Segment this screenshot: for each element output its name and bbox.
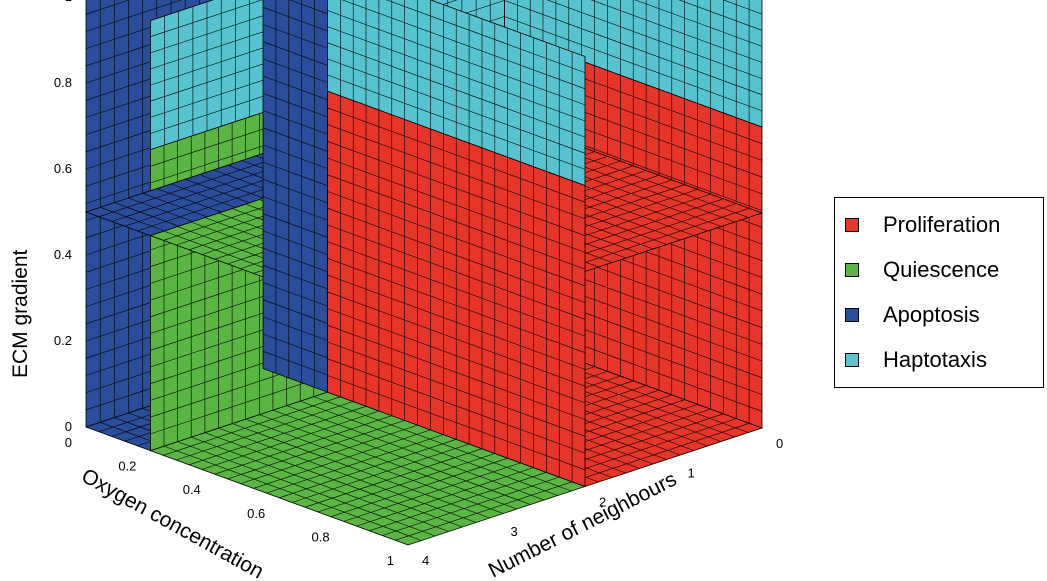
y-tick-label: 3 xyxy=(511,524,518,539)
z-tick-label: 0 xyxy=(65,419,72,434)
y-tick-label: 4 xyxy=(422,553,429,568)
z-tick-label: 0.8 xyxy=(54,75,72,90)
legend-label-apoptosis: Apoptosis xyxy=(883,302,980,327)
x-tick-label: 1 xyxy=(387,553,394,568)
legend-label-quiescence: Quiescence xyxy=(883,257,1000,282)
slice-n-haptotaxis-grid xyxy=(327,0,586,181)
x-tick-label: 0.6 xyxy=(247,506,265,521)
floor-quiescence-grid xyxy=(163,396,573,541)
wall-right-haptotaxis-grid xyxy=(504,0,763,123)
legend-item-apoptosis: Apoptosis xyxy=(845,300,980,330)
z-axis-label: ECM gradient xyxy=(9,249,32,378)
tick-labels: 0 0.2 0.4 0.6 0.8 1 0 0.2 0.4 0.6 0.8 1 0 1 2 3 4 xyxy=(54,0,783,568)
legend-swatch-quiescence xyxy=(845,263,859,277)
legend-item-haptotaxis: Haptotaxis xyxy=(845,345,987,375)
z-tick-label: 1 xyxy=(65,0,72,4)
legend-label-haptotaxis: Haptotaxis xyxy=(883,347,987,372)
x-tick-label: 0.8 xyxy=(312,529,330,544)
slice-n-apoptosis-grid xyxy=(262,0,328,388)
legend-swatch-apoptosis xyxy=(845,308,859,322)
legend-item-quiescence: Quiescence xyxy=(845,255,999,285)
slice-n-proliferation-grid xyxy=(327,95,586,482)
x-tick-label: 0 xyxy=(65,435,72,450)
phase-faces xyxy=(84,0,764,546)
z-tick-label: 0.4 xyxy=(54,247,72,262)
slice-n-apoptosis xyxy=(262,0,328,393)
legend-swatch-proliferation xyxy=(845,218,859,232)
x-tick-label: 0.2 xyxy=(118,459,136,474)
slice-n-proliferation xyxy=(326,90,586,488)
slice-n-apoptosis-fill xyxy=(262,0,328,393)
wall-right-haptotaxis xyxy=(503,0,763,128)
y-tick-label: 2 xyxy=(599,495,606,510)
x-tick-label: 0.4 xyxy=(183,482,201,497)
legend-swatch-haptotaxis xyxy=(845,353,859,367)
z-tick-label: 0.6 xyxy=(54,161,72,176)
legend-item-proliferation: Proliferation xyxy=(845,210,1000,240)
z-tick-label: 0.2 xyxy=(54,333,72,348)
legend-label-proliferation: Proliferation xyxy=(883,212,1001,237)
y-tick-label: 0 xyxy=(776,436,783,451)
legend: Proliferation Quiescence Apoptosis Hapto… xyxy=(834,197,1044,388)
y-tick-label: 1 xyxy=(688,465,695,480)
